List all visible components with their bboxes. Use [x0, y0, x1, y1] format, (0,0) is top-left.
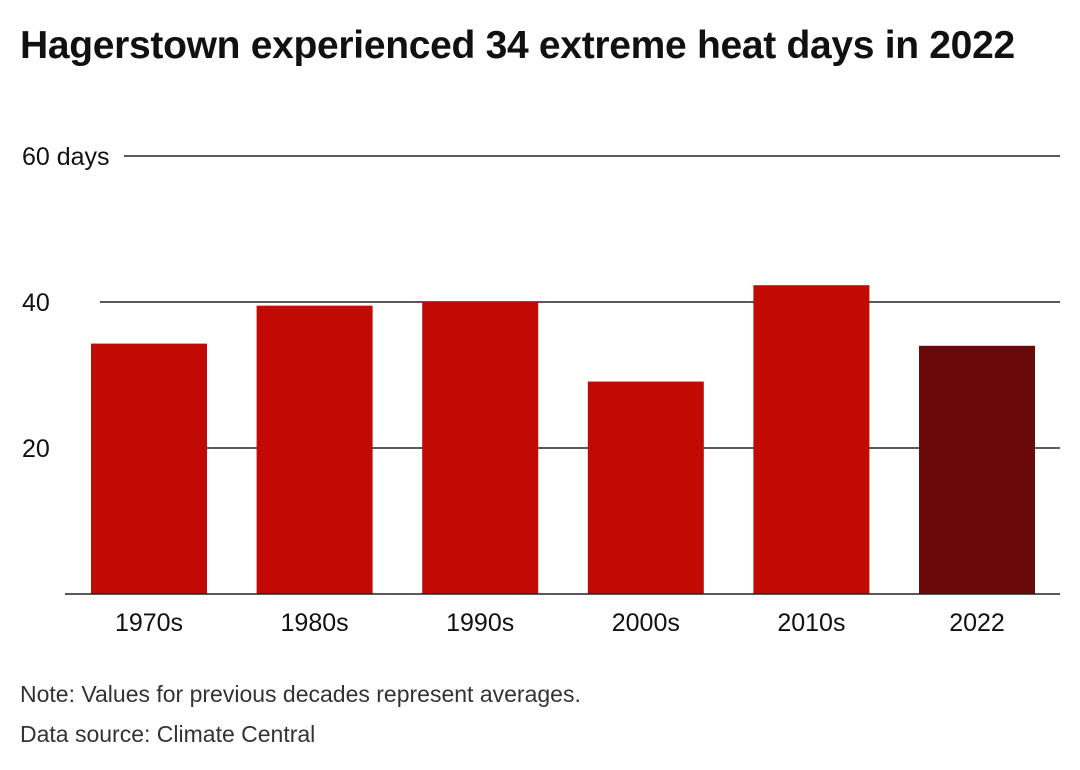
y-axis-labels: 20 40 60 days	[22, 143, 110, 463]
x-tick-label: 2022	[949, 609, 1005, 637]
y-tick-label: 40	[22, 289, 50, 317]
data-source: Data source: Climate Central	[20, 721, 316, 747]
grid-lines	[100, 155, 1060, 449]
chart-note: Note: Values for previous decades repres…	[20, 681, 581, 707]
x-tick-label: 2010s	[777, 609, 845, 637]
bar-1990s	[422, 302, 539, 594]
x-tick-label: 1990s	[446, 609, 514, 637]
x-tick-label: 2000s	[612, 609, 680, 637]
y-tick-label: 20	[22, 435, 50, 463]
bar-2010s	[753, 285, 870, 594]
bar-1970s	[91, 343, 207, 594]
x-axis-labels: 1970s 1980s 1990s 2000s 2010s 2022	[115, 609, 1005, 637]
bar-2022	[919, 345, 1035, 594]
bar-chart: 20 40 60 days 1970s 1980s 1990s 2000s 2010s 202…	[22, 143, 1060, 637]
bars	[91, 285, 1035, 594]
y-tick-label: 60 days	[22, 143, 110, 171]
x-tick-label: 1970s	[115, 609, 183, 637]
bar-2000s	[587, 381, 704, 594]
chart-title: Hagerstown experienced 34 extreme heat d…	[20, 24, 1015, 67]
bar-1980s	[256, 305, 373, 594]
x-tick-label: 1980s	[281, 609, 349, 637]
